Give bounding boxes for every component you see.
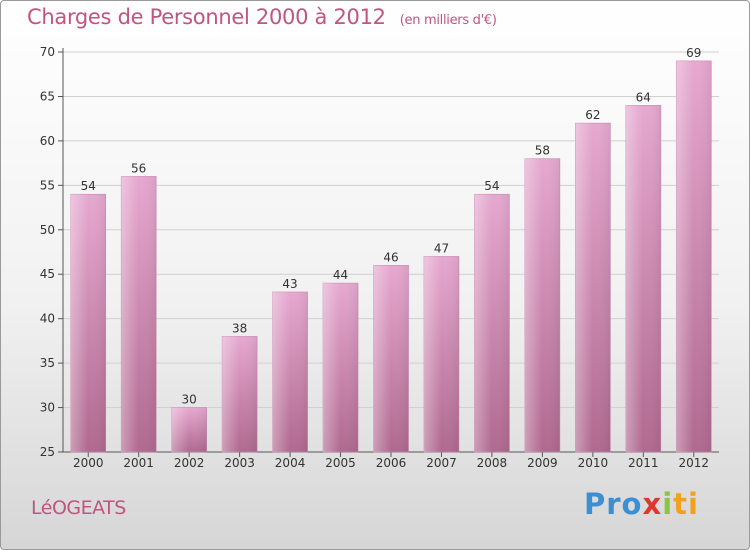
x-tick-label: 2000 (73, 456, 104, 470)
x-tick-label: 2003 (224, 456, 255, 470)
labels: 54 56 30 38 43 44 46 47 54 58 62 64 69 (81, 46, 702, 407)
y-tick-label: 65 (40, 89, 55, 103)
bar-shine (474, 194, 510, 452)
x-tick-label: 2004 (275, 456, 306, 470)
value-label: 44 (333, 268, 348, 282)
value-label: 64 (636, 90, 651, 104)
bar-shine (222, 336, 258, 452)
y-tick-label: 25 (40, 445, 55, 459)
logo-part-4: ti (673, 487, 699, 521)
y-tick-label: 45 (40, 267, 55, 281)
chart-subtitle: (en milliers d'€) (399, 13, 497, 28)
value-label: 38 (232, 321, 247, 335)
bar-shine (373, 265, 409, 452)
bar-shine (323, 283, 359, 452)
value-label: 47 (434, 241, 449, 255)
bar-shine (171, 407, 207, 452)
value-label: 54 (81, 179, 96, 193)
value-label: 69 (686, 46, 701, 60)
x-tick-label: 2006 (376, 456, 407, 470)
value-label: 46 (383, 250, 398, 264)
x-tick-label: 2007 (426, 456, 457, 470)
x-tick-label: 2005 (325, 456, 356, 470)
chart-title-text: Charges de Personnel 2000 à 2012 (27, 5, 386, 29)
logo-part-1: Pro (584, 487, 643, 521)
bar-shine (575, 123, 611, 452)
y-tick-label: 70 (40, 45, 55, 59)
bar-shine (625, 105, 661, 452)
x-tick-label: 2001 (123, 456, 154, 470)
value-label: 56 (131, 161, 146, 175)
bar-shine (70, 194, 106, 452)
x-tick-label: 2002 (174, 456, 205, 470)
y-tick-label: 50 (40, 223, 55, 237)
y-tick-label: 35 (40, 356, 55, 370)
y-tick-label: 30 (40, 401, 55, 415)
logo-part-2: x (642, 487, 663, 521)
x-tick-label: 2008 (477, 456, 508, 470)
value-label: 58 (535, 144, 550, 158)
value-label: 62 (585, 108, 600, 122)
bar-shine (121, 176, 157, 452)
bars (70, 60, 712, 453)
y-tick-label: 40 (40, 312, 55, 326)
y-tick-label: 55 (40, 178, 55, 192)
value-label: 30 (182, 393, 197, 407)
bar-shine (423, 256, 459, 452)
value-label: 43 (282, 277, 297, 291)
commune-name: LéOGEATS (31, 497, 126, 519)
bar-shine (272, 292, 308, 452)
x-tick-label: 2011 (628, 456, 659, 470)
y-tick-label: 60 (40, 134, 55, 148)
proxiti-logo[interactable]: Proxiti (584, 487, 699, 521)
x-tick-label: 2010 (578, 456, 609, 470)
logo-part-3: i (662, 487, 674, 521)
x-tick-label: 2012 (678, 456, 709, 470)
x-tick-label: 2009 (527, 456, 558, 470)
bar-shine (524, 158, 560, 452)
bar-shine (676, 60, 712, 453)
chart-title: Charges de Personnel 2000 à 2012 (en mill… (27, 5, 497, 29)
axes: 25 30 35 40 45 50 55 60 65 70 2000 2001 2002 2003 2004… (40, 45, 719, 470)
value-label: 54 (484, 179, 499, 193)
